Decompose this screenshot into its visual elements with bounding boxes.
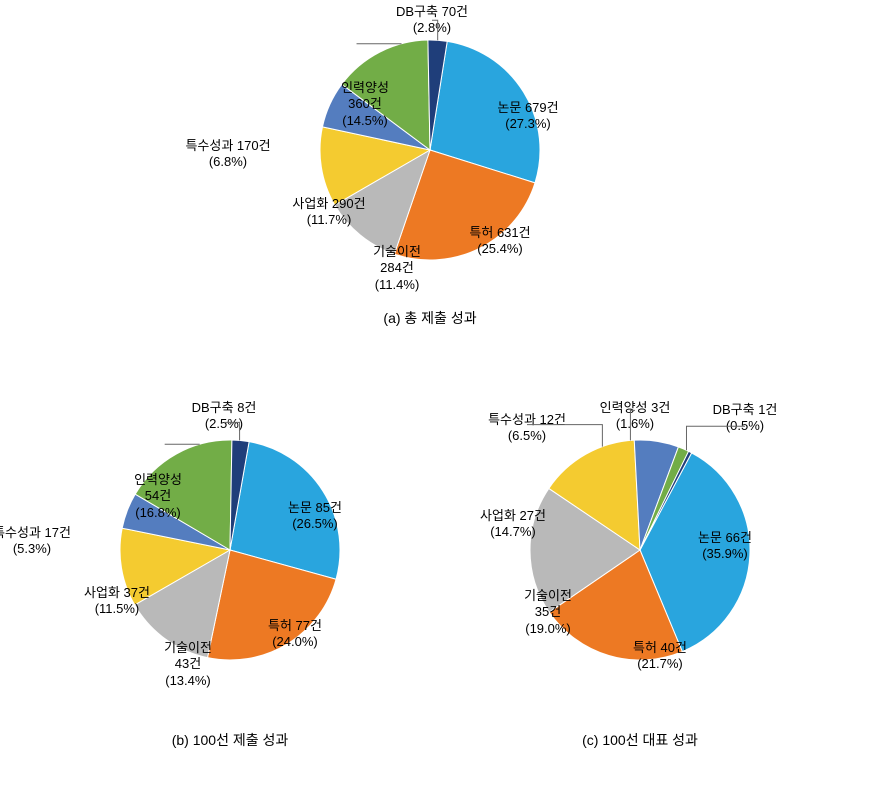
chart-area: 논문 679건(27.3%) 특허 631건(25.4%) 기술이전284건(11.… — [0, 0, 875, 798]
label-chart-c-기술이전: 기술이전35건(19.0%) — [524, 588, 572, 637]
label-chart-b-특허: 특허 77건(24.0%) — [268, 618, 322, 651]
label-chart-b-논문: 논문 85건(26.5%) — [288, 500, 342, 533]
label-chart-a-인력양성: 인력양성360건(14.5%) — [341, 80, 389, 129]
label-chart-a-DB구축: DB구축 70건(2.8%) — [396, 4, 468, 37]
label-chart-b-인력양성: 인력양성54건(16.8%) — [134, 472, 182, 521]
caption-chart-b: (b) 100선 제출 성과 — [172, 730, 289, 750]
label-chart-a-특수성과: 특수성과 170건(6.8%) — [185, 138, 270, 171]
label-chart-c-사업화: 사업화 27건(14.7%) — [480, 508, 546, 541]
label-chart-c-특허: 특허 40건(21.7%) — [633, 640, 687, 673]
label-chart-b-기술이전: 기술이전43건(13.4%) — [164, 640, 212, 689]
label-chart-a-특허: 특허 631건(25.4%) — [469, 225, 530, 258]
label-chart-a-논문: 논문 679건(27.3%) — [497, 100, 558, 133]
label-chart-c-DB구축: DB구축 1건(0.5%) — [713, 402, 778, 435]
label-chart-c-인력양성: 인력양성 3건(1.6%) — [600, 400, 671, 433]
label-chart-c-논문: 논문 66건(35.9%) — [698, 530, 752, 563]
caption-chart-c: (c) 100선 대표 성과 — [582, 730, 698, 750]
caption-chart-a: (a) 총 제출 성과 — [383, 308, 476, 328]
label-chart-b-사업화: 사업화 37건(11.5%) — [84, 585, 150, 618]
label-chart-b-DB구축: DB구축 8건(2.5%) — [192, 400, 257, 433]
label-chart-c-특수성과: 특수성과 12건(6.5%) — [488, 412, 566, 445]
label-chart-b-특수성과: 특수성과 17건(5.3%) — [0, 525, 71, 558]
label-chart-a-기술이전: 기술이전284건(11.4%) — [373, 244, 421, 293]
label-chart-a-사업화: 사업화 290건(11.7%) — [292, 196, 365, 229]
